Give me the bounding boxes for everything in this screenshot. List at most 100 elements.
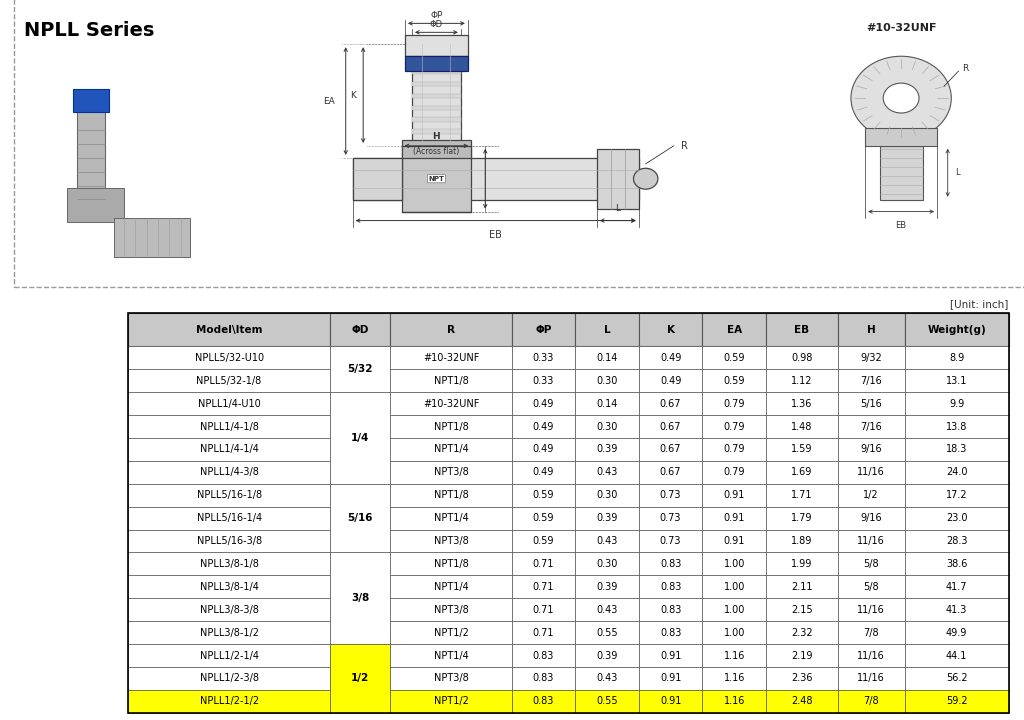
Text: 0.73: 0.73: [659, 536, 681, 546]
Bar: [639, 313, 702, 346]
Bar: [390, 667, 512, 690]
Text: 11/16: 11/16: [857, 536, 885, 546]
Bar: [904, 575, 1009, 598]
Bar: [331, 392, 390, 484]
Text: NPT1/8: NPT1/8: [433, 559, 468, 569]
Bar: [128, 313, 331, 346]
Text: 1.00: 1.00: [724, 559, 744, 569]
Bar: [904, 484, 1009, 507]
Bar: [838, 438, 904, 461]
Polygon shape: [597, 149, 639, 209]
Bar: [702, 690, 766, 713]
Bar: [639, 346, 702, 369]
Bar: [766, 484, 838, 507]
Text: 0.71: 0.71: [532, 582, 554, 592]
Text: 24.0: 24.0: [946, 467, 968, 477]
Text: ΦP: ΦP: [536, 325, 552, 335]
Bar: [838, 313, 904, 346]
Text: 11/16: 11/16: [857, 673, 885, 683]
Text: 0.83: 0.83: [659, 582, 681, 592]
Bar: [904, 621, 1009, 644]
Bar: [904, 507, 1009, 530]
Polygon shape: [880, 146, 923, 199]
Bar: [702, 392, 766, 415]
Text: NPLL Series: NPLL Series: [25, 21, 155, 40]
Bar: [331, 346, 390, 392]
Text: 0.30: 0.30: [596, 376, 617, 386]
Bar: [838, 530, 904, 552]
Bar: [904, 530, 1009, 552]
Polygon shape: [412, 94, 461, 98]
Text: NPLL1/4-3/8: NPLL1/4-3/8: [200, 467, 259, 477]
Text: 0.91: 0.91: [659, 673, 681, 683]
Bar: [390, 507, 512, 530]
Bar: [838, 552, 904, 575]
Bar: [512, 392, 575, 415]
Bar: [639, 598, 702, 621]
Text: EB: EB: [795, 325, 809, 335]
Bar: [766, 644, 838, 667]
Text: 5/16: 5/16: [347, 513, 373, 523]
Text: ΦD: ΦD: [351, 325, 369, 335]
Text: NPT: NPT: [428, 176, 444, 181]
Bar: [838, 415, 904, 438]
Bar: [702, 369, 766, 392]
Text: 1.16: 1.16: [724, 651, 744, 660]
Bar: [128, 552, 331, 575]
Bar: [702, 575, 766, 598]
Text: NPLL1/4-U10: NPLL1/4-U10: [198, 399, 260, 409]
Bar: [702, 507, 766, 530]
Bar: [128, 392, 331, 415]
Bar: [128, 621, 331, 644]
Bar: [512, 313, 575, 346]
Text: R: R: [447, 325, 455, 335]
Bar: [128, 507, 331, 530]
Text: 44.1: 44.1: [946, 651, 968, 660]
Text: NPLL3/8-3/8: NPLL3/8-3/8: [200, 605, 259, 615]
Text: 0.49: 0.49: [532, 399, 554, 409]
Text: R: R: [681, 141, 687, 151]
Text: L: L: [604, 325, 610, 335]
Text: 5/16: 5/16: [860, 399, 882, 409]
Text: EA: EA: [727, 325, 741, 335]
Text: 0.39: 0.39: [596, 444, 617, 454]
Bar: [766, 621, 838, 644]
Bar: [702, 415, 766, 438]
Text: 0.91: 0.91: [724, 536, 744, 546]
Text: 1/2: 1/2: [351, 673, 370, 683]
Text: 2.19: 2.19: [791, 651, 812, 660]
Bar: [904, 392, 1009, 415]
Text: 28.3: 28.3: [946, 536, 968, 546]
Bar: [331, 644, 390, 713]
Text: NPT1/2: NPT1/2: [433, 696, 468, 706]
Bar: [390, 621, 512, 644]
Text: 0.67: 0.67: [659, 467, 681, 477]
Text: 0.59: 0.59: [723, 376, 744, 386]
Bar: [128, 369, 331, 392]
Text: 2.32: 2.32: [791, 628, 813, 638]
Text: (Across flat): (Across flat): [414, 148, 460, 156]
Text: 0.59: 0.59: [723, 353, 744, 363]
Bar: [575, 461, 639, 484]
Bar: [390, 346, 512, 369]
Text: 0.55: 0.55: [596, 696, 617, 706]
Bar: [639, 667, 702, 690]
Text: 1.00: 1.00: [724, 582, 744, 592]
Bar: [766, 552, 838, 575]
Bar: [702, 530, 766, 552]
Text: 0.39: 0.39: [596, 513, 617, 523]
Bar: [390, 438, 512, 461]
Text: 0.91: 0.91: [724, 490, 744, 500]
Polygon shape: [412, 130, 461, 134]
Bar: [702, 438, 766, 461]
Bar: [766, 392, 838, 415]
Bar: [390, 644, 512, 667]
Bar: [838, 346, 904, 369]
Text: 13.1: 13.1: [946, 376, 968, 386]
Bar: [575, 313, 639, 346]
Polygon shape: [352, 158, 401, 199]
Bar: [575, 552, 639, 575]
Text: 1/4: 1/4: [351, 433, 370, 443]
Bar: [702, 484, 766, 507]
Text: 8.9: 8.9: [949, 353, 965, 363]
